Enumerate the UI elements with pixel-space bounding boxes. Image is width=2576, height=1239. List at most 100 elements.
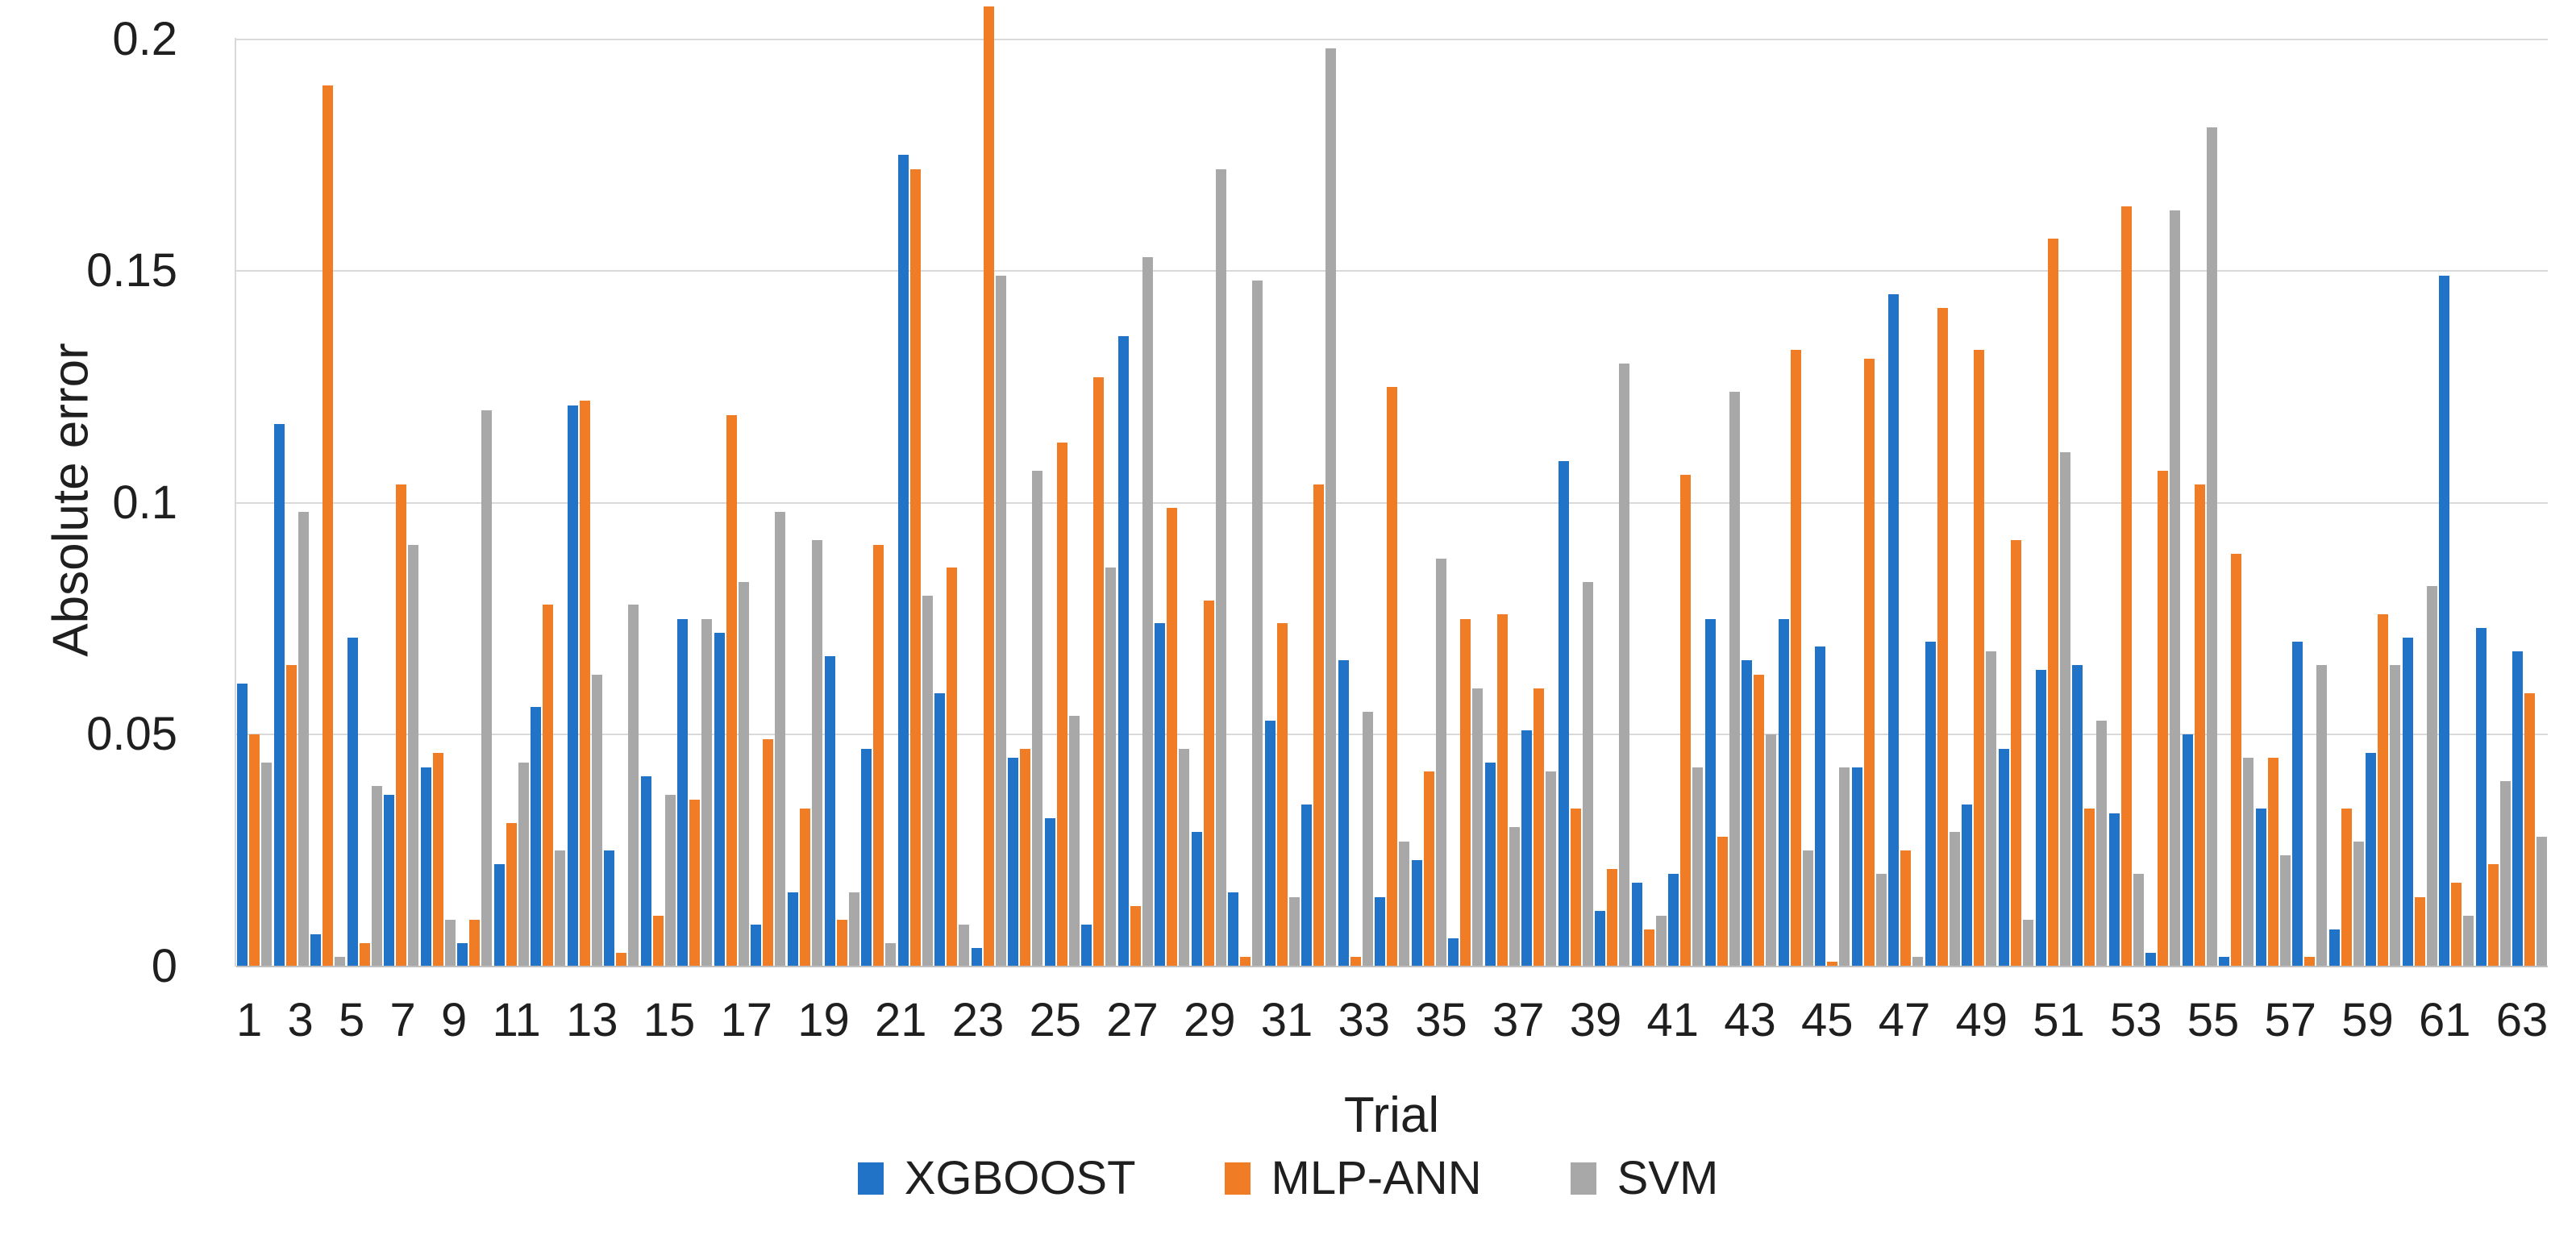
mlp-ann-bar <box>2524 693 2536 967</box>
bar-group-trial-27 <box>1190 4 1227 967</box>
mlp-ann-bar <box>1276 623 1288 967</box>
bar-group-trial-16 <box>787 4 824 967</box>
xgboost-bar <box>1081 925 1092 967</box>
x-tick-label <box>1081 995 1106 1046</box>
mlp-ann-bar <box>1460 619 1471 967</box>
x-tick-label <box>618 995 643 1046</box>
bar-group-trial-56 <box>2254 4 2291 967</box>
xgboost-bar <box>2512 651 2524 967</box>
mlp-ann-bar <box>469 920 481 967</box>
xgboost-bar <box>2475 628 2487 967</box>
xgboost-bar <box>2255 809 2266 967</box>
bar-group-trial-34 <box>1447 4 1484 967</box>
mlp-ann-bar <box>689 800 701 967</box>
mlp-ann-bar <box>1313 484 1325 967</box>
xgboost-bar <box>420 767 431 967</box>
svm-bar <box>959 925 970 967</box>
x-tick-label: 9 <box>441 994 468 1046</box>
xgboost-bar <box>1962 805 1973 967</box>
x-tick-label: 13 <box>565 994 618 1046</box>
bar-group-trial-33 <box>1411 4 1448 967</box>
xgboost-bar <box>714 633 725 967</box>
xgboost-bar <box>861 749 872 967</box>
mlp-ann-bar <box>1680 475 1692 967</box>
xgboost-bar <box>897 155 909 967</box>
svm-bar <box>261 763 273 967</box>
x-tick-label <box>364 995 389 1046</box>
mlp-ann-bar <box>359 943 370 967</box>
x-tick-label <box>1621 995 1646 1046</box>
svm-bar <box>2243 758 2254 967</box>
bar-group-trial-20 <box>934 4 971 967</box>
bar-group-trial-35 <box>1484 4 1521 967</box>
x-tick-label <box>1313 995 1338 1046</box>
bar-group-trial-60 <box>2401 4 2438 967</box>
xgboost-bar <box>2292 642 2303 967</box>
mlp-ann-bar <box>1056 443 1067 967</box>
svm-bar <box>444 920 456 967</box>
mlp-ann-bar <box>1350 957 1361 967</box>
bar-group-trial-57 <box>2291 4 2328 967</box>
bar-group-trial-12 <box>640 4 677 967</box>
mlp-ann-bar <box>1423 771 1434 967</box>
bar-group-trial-40 <box>1667 4 1704 967</box>
xgboost-swatch-icon <box>857 1162 884 1195</box>
svm-bar <box>2206 127 2217 967</box>
xgboost-bar <box>1925 642 1936 967</box>
y-tick-label: 0.05 <box>86 708 177 761</box>
bar-group-trial-29 <box>1263 4 1300 967</box>
x-tick-label: 49 <box>1955 994 2008 1046</box>
svm-bar <box>628 605 639 967</box>
mlp-ann-bar <box>983 6 994 967</box>
bar-group-trial-23 <box>1043 4 1080 967</box>
xgboost-bar <box>2035 670 2046 967</box>
x-tick-label: 39 <box>1569 994 1622 1046</box>
x-tick-label: 33 <box>1338 994 1390 1046</box>
x-tick-label <box>2085 995 2110 1046</box>
x-tick-label <box>2394 995 2419 1046</box>
x-tick-label <box>1159 995 1184 1046</box>
x-tick-label: 45 <box>1800 994 1854 1046</box>
bar-group-trial-53 <box>2145 4 2182 967</box>
bar-group-trial-4 <box>347 4 384 967</box>
x-tick-label: 25 <box>1029 994 1081 1046</box>
svm-bar <box>518 763 529 967</box>
bar-group-trial-32 <box>1374 4 1411 967</box>
xgboost-bar <box>1338 660 1349 967</box>
xgboost-bar <box>1044 818 1055 967</box>
y-tick-label: 0.1 <box>112 476 177 529</box>
x-tick-label <box>1004 995 1029 1046</box>
mlp-ann-bar <box>1570 809 1581 967</box>
bar-group-trial-46 <box>1887 4 1925 967</box>
x-tick-label <box>850 995 875 1046</box>
svm-bar <box>1472 688 1484 967</box>
bar-group-trial-11 <box>603 4 640 967</box>
xgboost-bar <box>273 424 285 967</box>
svm-bar <box>664 795 676 967</box>
svm-bar <box>738 582 749 967</box>
xgboost-bar <box>1558 461 1569 967</box>
mlp-ann-bar <box>1900 850 1912 967</box>
x-tick-label <box>2239 995 2264 1046</box>
x-tick-label <box>926 995 951 1046</box>
svm-bar <box>1105 568 1117 967</box>
mlp-ann-bar <box>1643 929 1654 967</box>
svm-bar <box>1215 169 1226 967</box>
x-tick-label: 63 <box>2495 994 2549 1046</box>
x-tick-label <box>1544 995 1569 1046</box>
mlp-ann-bar <box>2378 614 2389 967</box>
svm-bar <box>701 619 713 967</box>
bar-group-trial-39 <box>1631 4 1668 967</box>
svm-bar <box>2023 920 2033 967</box>
mlp-ann-bar <box>836 920 847 967</box>
svm-bar <box>1435 559 1446 967</box>
legend-item-xgboost: XGBOOST <box>857 1154 1136 1203</box>
x-tick-label <box>1853 995 1878 1046</box>
xgboost-bar <box>1155 623 1166 967</box>
x-tick-label <box>314 995 339 1046</box>
svm-bar <box>848 892 859 967</box>
mlp-ann-bar <box>2047 239 2058 967</box>
svm-bar <box>811 540 822 967</box>
bar-group-trial-44 <box>1814 4 1851 967</box>
mlp-ann-bar <box>1167 508 1178 967</box>
